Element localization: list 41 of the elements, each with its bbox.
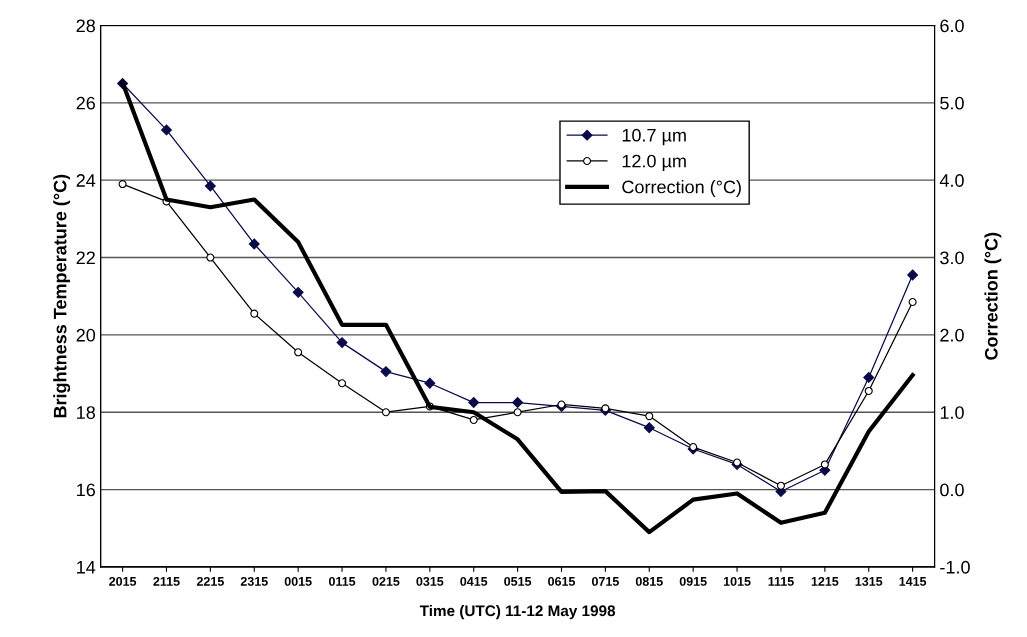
x-tick-label: 0315 <box>416 576 444 586</box>
y-tick-label: 26 <box>76 96 95 110</box>
x-tick-label: 1115 <box>768 577 794 586</box>
x-tick-label: 0615 <box>548 576 576 586</box>
legend-label: 12.0 µm <box>622 154 686 172</box>
x-tick-label: 2315 <box>240 576 268 586</box>
x-axis-title: Time (UTC) 11-12 May 1998 <box>419 604 616 620</box>
x-tick-label: 0915 <box>679 576 707 586</box>
legend-label: Correction (°C) <box>622 180 741 197</box>
x-tick-label: 2215 <box>196 576 224 586</box>
legend-label: 10.7 µm <box>622 128 686 146</box>
y-tick-label: 16 <box>77 483 95 497</box>
x-tick-label: 1415 <box>899 577 927 586</box>
y-tick-label: 24 <box>76 174 96 187</box>
x-tick-label: 0715 <box>591 576 619 586</box>
x-tick-label: 1315 <box>855 576 883 586</box>
x-tick-label: 1015 <box>723 576 751 586</box>
y2-tick-label: 4.0 <box>939 174 964 187</box>
x-tick-label: 0815 <box>635 576 663 586</box>
x-tick-label: 0515 <box>504 576 532 586</box>
y-tick-label: 18 <box>77 406 95 419</box>
y2-tick-label: 2.0 <box>940 328 964 342</box>
x-tick-label: 0115 <box>328 576 356 586</box>
y-tick-label: 22 <box>76 251 95 265</box>
y2-tick-label: 3.0 <box>940 251 964 265</box>
x-tick-label: 2015 <box>109 576 137 586</box>
y-tick-label: 14 <box>77 561 96 574</box>
y-tick-label: 20 <box>76 328 96 342</box>
x-tick-label: 2115 <box>153 576 180 586</box>
y2-tick-label: 5.0 <box>940 96 964 110</box>
y2-tick-label: -1.0 <box>940 560 970 574</box>
x-tick-label: 0415 <box>460 576 488 586</box>
y-axis-title: Brightness Temperature (°C) <box>53 174 71 418</box>
y2-tick-label: 6.0 <box>940 19 964 33</box>
y2-tick-label: 0.0 <box>940 483 964 497</box>
x-tick-label: 0215 <box>372 576 400 586</box>
x-tick-label: 1215 <box>811 576 839 586</box>
y2-axis-title: Correction (°C) <box>984 232 1002 360</box>
y2-tick-label: 1.0 <box>940 406 964 419</box>
y-tick-label: 28 <box>76 19 95 33</box>
x-tick-label: 0015 <box>284 576 312 586</box>
